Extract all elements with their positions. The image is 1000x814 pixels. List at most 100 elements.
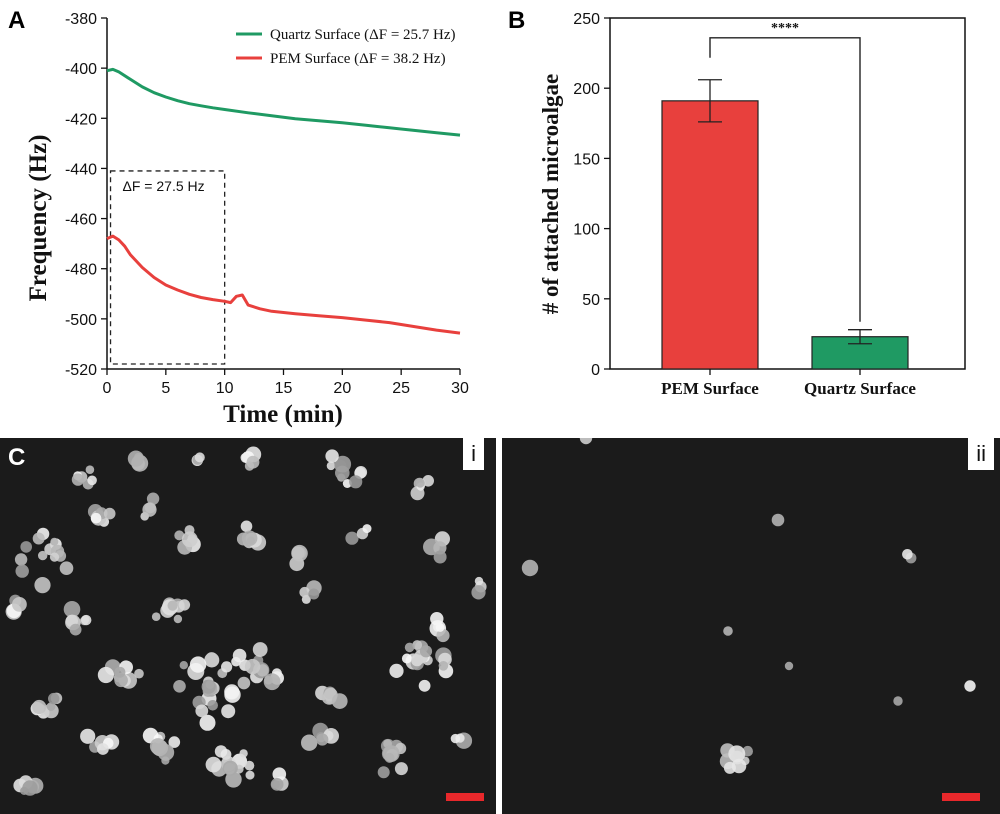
algae-cell (244, 658, 261, 675)
algae-cell (195, 704, 209, 718)
scale-bar-right (942, 793, 980, 801)
algae-cell (418, 679, 431, 692)
panel-label-c: C (8, 444, 26, 471)
algae-cell (90, 512, 102, 524)
algae-cell (450, 733, 461, 744)
algae-cell (222, 760, 238, 776)
y-tick-label: 150 (573, 151, 600, 168)
significance-bracket (709, 37, 861, 322)
algae-cell (103, 507, 116, 520)
algae-cell (728, 745, 746, 763)
algae-cell (173, 680, 186, 693)
micrograph-quartz-surface: ii (502, 438, 1000, 814)
x-tick-label: 30 (451, 380, 469, 397)
algae-cell (401, 653, 412, 664)
algae-cell (433, 550, 447, 564)
y-tick-label: 100 (573, 222, 600, 239)
micrograph-pem-surface: i (0, 438, 496, 814)
y-tick-label: -420 (65, 111, 97, 128)
algae-cell (12, 597, 27, 612)
algae-cell (252, 642, 268, 657)
algae-cell (354, 466, 368, 479)
y-tick-label: -440 (65, 161, 97, 178)
algae-cell (87, 475, 97, 486)
algae-cell (270, 778, 284, 791)
algae-cell (245, 770, 255, 780)
algae-cell (179, 661, 188, 670)
algae-cell (127, 450, 144, 467)
algae-cell (731, 758, 747, 774)
algae-cell (174, 530, 185, 541)
algae-cell (20, 541, 32, 553)
algae-cell (167, 600, 178, 611)
algae-cell (430, 612, 444, 626)
algae-cell (22, 780, 38, 796)
y-tick-label: -460 (65, 212, 97, 229)
algae-cell (71, 473, 85, 486)
y-axis-label-b: # of attached microalgae (538, 74, 563, 314)
plot-frame (609, 17, 966, 370)
algae-cell (299, 586, 311, 598)
algae-cell (394, 762, 408, 776)
x-tick-label: 10 (216, 380, 234, 397)
algae-cell (404, 642, 415, 653)
algae-cell (97, 666, 114, 684)
algae-cell (178, 599, 191, 611)
algae-cell (168, 736, 181, 748)
algae-cell (389, 663, 404, 678)
y-tick-label: -500 (65, 312, 97, 329)
algae-cell (50, 537, 59, 546)
algae-cell (15, 564, 29, 578)
algae-cell (246, 536, 255, 545)
y-tick-label: -400 (65, 61, 97, 78)
x-tick-label: 25 (392, 380, 410, 397)
algae-cell (189, 656, 207, 673)
algae-cell (134, 668, 144, 679)
y-tick-label: 0 (591, 362, 600, 379)
algae-cell (149, 738, 167, 755)
algae-cell (291, 544, 308, 562)
algae-cell (326, 461, 336, 471)
algae-cell (232, 648, 247, 663)
algae-cell (239, 749, 248, 758)
algae-cell (325, 449, 339, 463)
y-tick-label: 250 (573, 11, 600, 28)
algae-cell (723, 626, 733, 636)
algae-cell (173, 614, 183, 624)
y-axis-label: Frequency (Hz) (25, 135, 52, 302)
algae-cell (263, 673, 281, 691)
algae-cell (48, 692, 60, 705)
x-tick-label: PEM Surface (661, 379, 759, 398)
x-tick-label: 5 (161, 380, 170, 397)
algae-cell (964, 680, 976, 692)
micrograph-label-i: i (463, 438, 484, 470)
algae-cell (412, 640, 423, 650)
algae-cell (301, 734, 318, 751)
y-tick-label: -480 (65, 262, 97, 279)
algae-cell (194, 452, 205, 463)
micrograph-label-ii: ii (968, 438, 994, 470)
algae-cell (14, 553, 28, 566)
algae-cell (38, 550, 48, 561)
algae-cell (433, 541, 447, 555)
y-tick-label: 200 (573, 81, 600, 98)
algae-cell (34, 577, 51, 594)
algae-cell (207, 700, 218, 711)
algae-cell (146, 492, 160, 505)
algae-cell (85, 465, 95, 474)
algae-cell (151, 612, 161, 621)
algae-cell (32, 699, 47, 715)
panel-label-b: B (508, 7, 525, 34)
series-line-quartz (106, 67, 461, 137)
algae-cell (237, 676, 251, 690)
algae-cell (205, 756, 222, 773)
algae-cell (244, 760, 255, 771)
algae-cell (419, 645, 433, 658)
algae-cell (199, 714, 216, 731)
algae-cell (142, 502, 157, 517)
x-tick-label: 0 (103, 380, 112, 397)
algae-cell (316, 733, 329, 746)
panel-label-a: A (8, 7, 25, 34)
attached-microalgae-bar-chart: B 0 50 100 150 200 250 PEM Surface Quartz Surf… (508, 7, 966, 398)
algae-cell (272, 767, 287, 781)
